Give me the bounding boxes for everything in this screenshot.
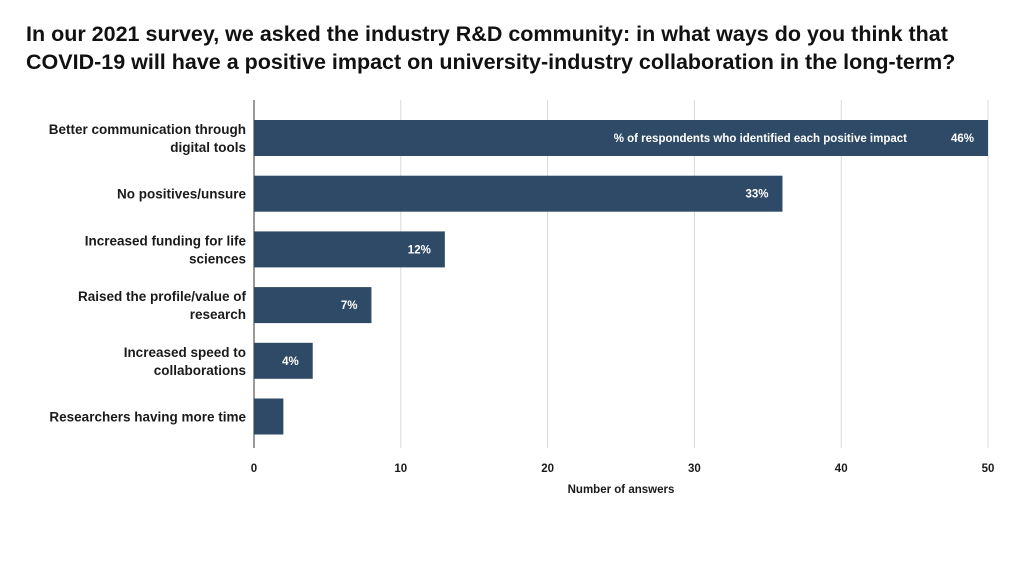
bars: 46% 33% 12% 7% 4% % of respondents who identi… [254, 120, 988, 435]
x-tick-label: 50 [982, 463, 995, 475]
x-tick-label: 40 [835, 463, 848, 475]
annotation: % of respondents who identified each pos… [614, 133, 907, 145]
x-tick-labels: 0 10 20 30 40 50 [251, 463, 995, 475]
x-tick-label: 20 [541, 463, 554, 475]
x-axis-label: Number of answers [568, 484, 675, 496]
data-label: 12% [408, 244, 431, 256]
category-label: Better communication through digital tool… [49, 122, 246, 155]
bar [254, 231, 445, 268]
data-label: 33% [745, 189, 768, 201]
bar [254, 398, 284, 435]
gridlines [253, 100, 989, 448]
category-label: Raised the profile/value of research [78, 289, 247, 322]
bar [254, 287, 372, 324]
data-label: 7% [341, 300, 358, 312]
chart-title: In our 2021 survey, we asked the industr… [26, 22, 956, 74]
data-label: 46% [951, 133, 974, 145]
category-label: Researchers having more time [49, 410, 246, 425]
category-label: Increased speed to collaborations [124, 345, 246, 378]
category-label: Increased funding for life sciences [85, 233, 247, 266]
category-label: No positives/unsure [117, 187, 247, 202]
x-tick-label: 30 [688, 463, 701, 475]
bar [254, 342, 313, 379]
x-tick-label: 10 [394, 463, 407, 475]
data-label: 4% [282, 356, 299, 368]
x-tick-label: 0 [251, 463, 257, 475]
category-labels: Better communication through digital tool… [49, 122, 247, 425]
bar [254, 120, 988, 156]
bar [254, 175, 783, 212]
